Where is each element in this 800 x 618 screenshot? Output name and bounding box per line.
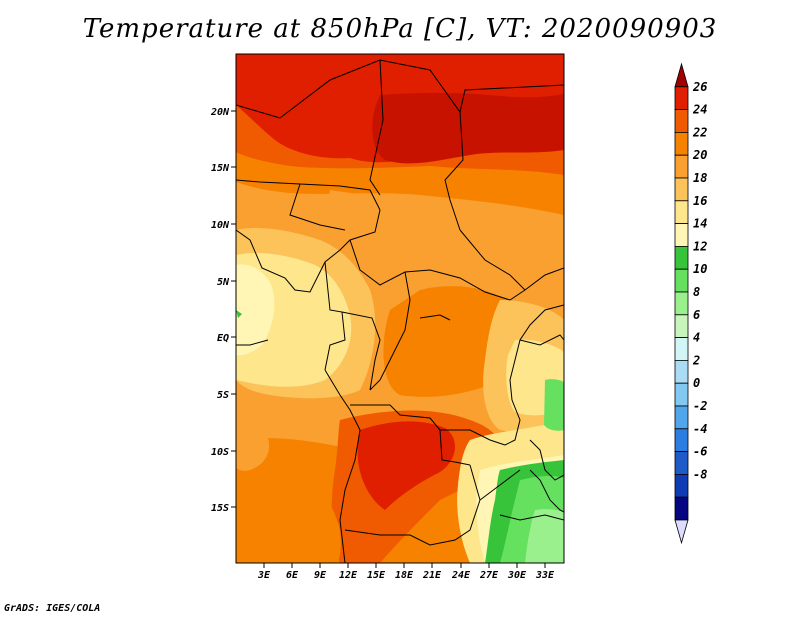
colorbar-swatch [674, 200, 689, 225]
colorbar-label: -6 [693, 445, 707, 459]
lat-label: 20N [210, 107, 230, 118]
lat-label: 5S [217, 390, 229, 401]
colorbar-swatch [674, 109, 689, 133]
colorbar-swatch [674, 268, 689, 293]
colorbar-swatch [674, 496, 689, 521]
lat-label: 10N [211, 220, 230, 231]
lon-label: 24E [451, 570, 471, 581]
colorbar-swatch [674, 359, 689, 384]
lon-label: 30E [507, 570, 527, 581]
colorbar-label: 20 [692, 148, 707, 162]
colorbar-label: 16 [693, 194, 707, 208]
colorbar-label: 12 [693, 239, 707, 253]
colorbar-swatch [674, 382, 689, 407]
colorbar-label: 4 [693, 331, 700, 345]
colorbar-swatch [674, 473, 689, 498]
colorbar-swatch [674, 428, 689, 452]
colorbar-swatch [674, 451, 689, 475]
colorbar-swatch [674, 245, 689, 270]
lon-label: 18E [395, 570, 414, 581]
map-frame [231, 53, 565, 568]
lat-label: EQ [217, 333, 229, 344]
lon-label: 15E [367, 570, 386, 581]
chart-title: Temperature at 850hPa [C], VT: 202009090… [82, 14, 718, 44]
colorbar-label: 14 [693, 217, 707, 231]
colorbar-label: 26 [692, 80, 707, 94]
colorbar-label: 18 [693, 171, 707, 185]
lon-label: 33E [535, 570, 555, 581]
colorbar-label: 2 [692, 353, 700, 367]
lon-label: 21E [422, 570, 442, 581]
lon-label: 27E [479, 570, 499, 581]
colorbar-swatch [674, 405, 689, 430]
colorbar-top-arrow [674, 62, 689, 88]
colorbar-swatch [674, 314, 689, 338]
colorbar-swatch [674, 337, 689, 361]
lat-label: 10S [211, 447, 229, 458]
colorbar-label: 6 [693, 308, 700, 322]
political-borders [236, 59, 564, 563]
lon-label: 9E [314, 570, 327, 581]
colorbar-label: 24 [692, 103, 707, 117]
temperature-field [236, 54, 564, 563]
colorbar-bottom-arrow [674, 519, 689, 545]
lat-label: 15S [211, 503, 229, 514]
colorbar-swatch [674, 291, 689, 316]
colorbar-label: -8 [693, 467, 707, 481]
colorbar-label: -4 [693, 422, 707, 436]
lon-label: 3E [257, 570, 271, 581]
colorbar-swatch [674, 223, 689, 247]
colorbar-label: 22 [692, 125, 707, 139]
colorbar-label: 8 [693, 285, 700, 299]
lon-label: 6E [286, 570, 299, 581]
grads-credit: GrADS: IGES/COLA [4, 603, 101, 614]
lat-label: 5N [217, 277, 230, 288]
colorbar-label: 0 [693, 376, 700, 390]
colorbar-label: -2 [693, 399, 707, 413]
colorbar-swatch [674, 86, 689, 111]
colorbar-swatch [674, 154, 689, 179]
colorbar-swatch [674, 177, 689, 202]
lat-label: 15N [211, 163, 230, 174]
colorbar-label: 10 [693, 262, 707, 276]
lon-label: 12E [339, 570, 358, 581]
colorbar-swatch [674, 131, 689, 156]
